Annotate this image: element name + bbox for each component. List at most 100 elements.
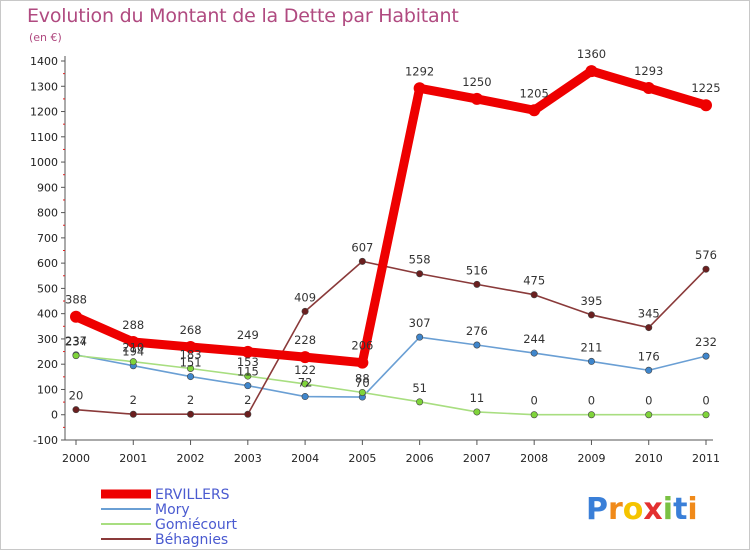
data-label: 153 <box>237 355 259 369</box>
x-tick-label: 2007 <box>463 452 491 465</box>
series-layer <box>70 65 712 419</box>
brand-letter: t <box>673 492 687 527</box>
data-label: 307 <box>409 316 431 330</box>
data-point <box>528 104 541 117</box>
data-label: 151 <box>180 356 202 370</box>
data-label: 395 <box>580 294 602 308</box>
data-point <box>358 388 366 396</box>
data-point <box>416 398 424 406</box>
data-label: 409 <box>294 290 316 304</box>
x-tick-label: 2000 <box>62 452 90 465</box>
data-label: 1360 <box>577 47 606 61</box>
brand-wordmark: Proxiti <box>586 492 698 527</box>
data-point <box>645 366 653 374</box>
data-point <box>187 373 195 381</box>
data-label: 0 <box>531 394 538 408</box>
data-label: 558 <box>409 253 431 267</box>
data-label: 183 <box>180 347 202 361</box>
data-point <box>587 357 595 365</box>
data-point <box>470 92 483 105</box>
y-tick-label: 300 <box>37 333 58 346</box>
data-point <box>129 358 137 366</box>
x-tick-label: 2004 <box>291 452 319 465</box>
y-tick-label: 900 <box>37 181 58 194</box>
data-label: 232 <box>695 335 717 349</box>
data-label: 122 <box>294 363 316 377</box>
data-point <box>587 411 595 419</box>
x-tick-label: 2006 <box>406 452 434 465</box>
data-point <box>700 99 712 112</box>
data-point <box>416 333 424 341</box>
data-point <box>530 291 538 299</box>
data-label: 268 <box>180 323 202 337</box>
data-label: 0 <box>702 394 709 408</box>
data-label: 228 <box>294 333 316 347</box>
data-point <box>473 280 481 288</box>
data-label: 2 <box>187 393 194 407</box>
brand-letter: i <box>687 492 697 527</box>
data-label: 210 <box>122 341 144 355</box>
x-tick-label: 2010 <box>635 452 663 465</box>
data-label: 206 <box>351 339 373 353</box>
data-point <box>702 352 710 360</box>
data-point <box>702 411 710 419</box>
data-label: 475 <box>523 274 545 288</box>
data-label: 11 <box>470 391 485 405</box>
y-tick-label: 1100 <box>30 131 58 144</box>
brand-letter: r <box>608 492 623 527</box>
data-label: 249 <box>237 328 259 342</box>
data-point <box>301 393 309 401</box>
data-point <box>642 82 655 95</box>
brand-letter: o <box>623 492 644 527</box>
y-tick-label: 400 <box>37 308 58 321</box>
data-point <box>244 372 252 380</box>
data-label: 0 <box>588 394 595 408</box>
data-point <box>301 380 309 388</box>
x-tick-label: 2001 <box>119 452 147 465</box>
series-line-mory <box>75 336 707 398</box>
data-label: 176 <box>638 349 660 363</box>
data-point <box>241 345 254 358</box>
data-label: 1292 <box>405 64 434 78</box>
y-tick-label: 600 <box>37 257 58 270</box>
x-tick-label: 2011 <box>692 452 720 465</box>
data-point <box>187 364 195 372</box>
data-label: 115 <box>237 365 259 379</box>
y-tick-label: 1300 <box>30 80 58 93</box>
data-label: 88 <box>355 371 370 385</box>
data-point <box>585 65 598 78</box>
data-point <box>72 352 80 360</box>
legend-label: ERVILLERS <box>155 487 230 503</box>
data-point <box>358 257 366 265</box>
brand-logo: Proxiti <box>586 492 698 527</box>
data-label: 276 <box>466 324 488 338</box>
y-tick-label: 1000 <box>30 156 58 169</box>
data-point <box>184 341 197 354</box>
data-point <box>473 408 481 416</box>
data-label: 345 <box>638 307 660 321</box>
data-label: 288 <box>122 318 144 332</box>
x-tick-label: 2002 <box>177 452 205 465</box>
chart-title: Evolution du Montant de la Dette par Hab… <box>27 5 459 27</box>
data-label: 234 <box>65 335 87 349</box>
data-label: 516 <box>466 263 488 277</box>
chart-subtitle: (en €) <box>29 31 62 44</box>
data-point <box>72 406 80 414</box>
brand-letter: P <box>586 492 608 527</box>
series-line-béhagnies <box>75 260 707 416</box>
data-label: 70 <box>355 376 370 390</box>
legend-label: Béhagnies <box>155 532 228 548</box>
series-line-ervillers <box>71 66 711 368</box>
data-point <box>587 311 595 319</box>
data-point <box>473 341 481 349</box>
data-point <box>416 270 424 278</box>
x-tick-label: 2005 <box>348 452 376 465</box>
data-point <box>645 324 653 332</box>
y-tick-label: 1400 <box>30 55 58 68</box>
data-label: 2 <box>130 393 137 407</box>
data-point <box>127 335 140 348</box>
data-label: 607 <box>351 240 373 254</box>
y-tick-label: 500 <box>37 282 58 295</box>
